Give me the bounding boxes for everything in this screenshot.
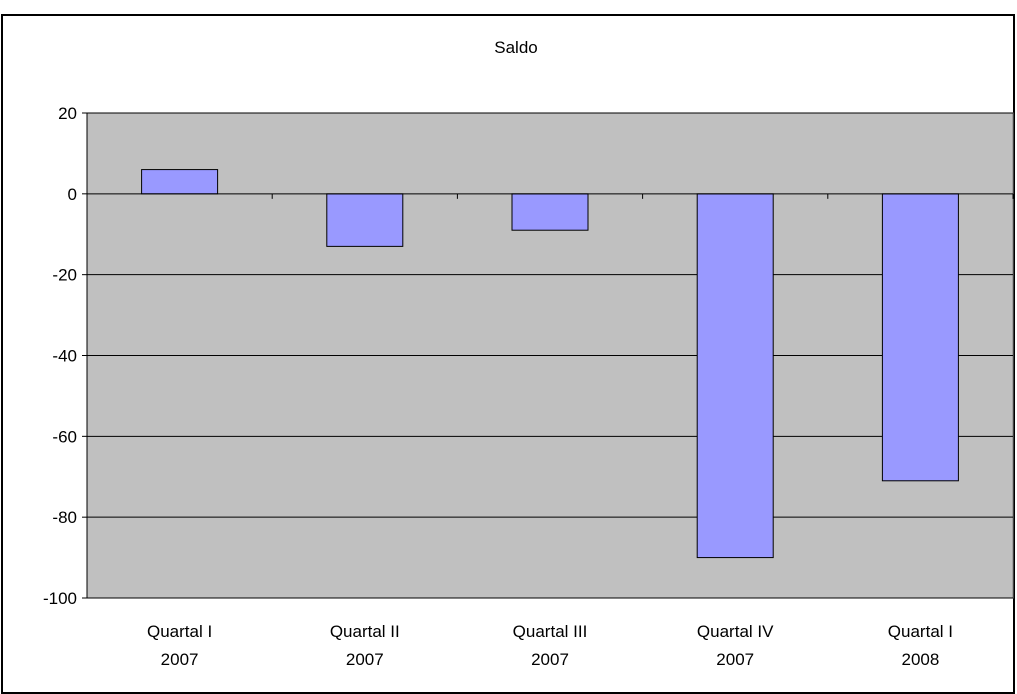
x-tick-label: Quartal IV <box>697 622 774 641</box>
bar <box>696 193 774 559</box>
x-tick-label: 2007 <box>716 650 754 669</box>
x-tick-label: 2007 <box>346 650 384 669</box>
x-tick-label: Quartal II <box>330 622 400 641</box>
chart-title: Saldo <box>494 38 537 57</box>
y-tick-label: 20 <box>58 104 77 123</box>
x-tick-label: Quartal I <box>147 622 212 641</box>
bar <box>141 169 219 195</box>
y-tick-label: -60 <box>52 427 77 446</box>
bar <box>881 193 959 482</box>
x-tick-label: Quartal III <box>513 622 588 641</box>
x-tick-label: 2007 <box>531 650 569 669</box>
bar <box>511 193 589 231</box>
bar <box>326 193 404 247</box>
y-tick-label: -40 <box>52 347 77 366</box>
y-tick-label: -80 <box>52 508 77 527</box>
x-tick-label: 2008 <box>901 650 939 669</box>
x-axis: Quartal I 2007 Quartal II 2007 Quartal III 20… <box>87 193 1014 669</box>
y-axis: 20 0 -20 -40 -60 -80 -100 <box>43 104 88 608</box>
y-tick-label: -100 <box>43 589 77 608</box>
y-tick-label: -20 <box>52 266 77 285</box>
x-tick-label: 2007 <box>161 650 199 669</box>
x-tick-label: Quartal I <box>888 622 953 641</box>
y-tick-label: 0 <box>68 185 77 204</box>
plot-area <box>86 112 1014 599</box>
